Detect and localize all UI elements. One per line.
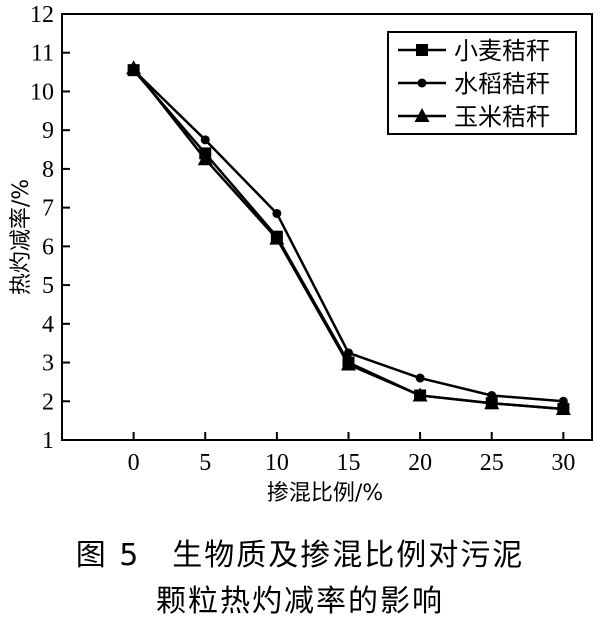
- y-tick-label: 11: [31, 41, 54, 67]
- legend-marker-triangle: [414, 108, 430, 122]
- data-point-triangle: [197, 151, 213, 166]
- data-point-circle: [200, 135, 210, 145]
- data-point-triangle: [484, 395, 500, 410]
- y-tick-label: 10: [30, 79, 54, 105]
- x-tick-label: 20: [408, 450, 432, 476]
- y-tick-label: 3: [42, 351, 54, 377]
- legend-label: 水稻秸秆: [454, 70, 550, 98]
- x-tick-label: 25: [480, 450, 504, 476]
- y-tick-label: 9: [42, 118, 54, 144]
- y-tick-label: 6: [42, 234, 54, 260]
- y-tick-label: 8: [42, 157, 54, 183]
- y-tick-label: 1: [42, 428, 54, 454]
- x-axis-title: 掺混比例/%: [267, 481, 383, 506]
- x-tick-label: 10: [265, 450, 289, 476]
- data-point-triangle: [269, 230, 285, 245]
- legend-marker-square: [416, 44, 428, 56]
- data-point-circle: [343, 348, 353, 358]
- figure-caption-line-2: 颗粒热灼减率的影响: [156, 584, 444, 619]
- data-point-triangle: [412, 387, 428, 402]
- legend-marker-circle: [417, 78, 427, 88]
- figure-caption-line-1: 图 5 生物质及掺混比例对污泥: [75, 538, 525, 573]
- data-point-circle: [415, 373, 425, 383]
- y-tick-label: 12: [30, 2, 54, 28]
- data-point-triangle: [555, 401, 571, 416]
- y-tick-label: 4: [42, 312, 54, 338]
- x-tick-label: 30: [551, 450, 575, 476]
- y-tick-label: 2: [42, 389, 54, 415]
- legend-label: 小麦秸秆: [454, 37, 550, 65]
- y-tick-label: 7: [42, 196, 54, 222]
- y-axis-title: 热灼减率/%: [9, 179, 34, 295]
- y-tick-label: 5: [42, 273, 54, 299]
- x-tick-label: 5: [199, 450, 211, 476]
- data-point-circle: [272, 208, 282, 218]
- x-tick-label: 0: [128, 450, 140, 476]
- data-point-triangle: [340, 356, 356, 371]
- x-tick-label: 15: [336, 450, 360, 476]
- legend-label: 玉米秸秆: [454, 103, 550, 131]
- chart-area: 1 2 3 4 5 6 7 8 9 10 11 12 0 5 10 15 20 25 30 掺混比例/% 热灼减率/% 小…: [9, 2, 593, 506]
- plot-frame: [61, 13, 593, 441]
- data-point-triangle: [126, 60, 142, 75]
